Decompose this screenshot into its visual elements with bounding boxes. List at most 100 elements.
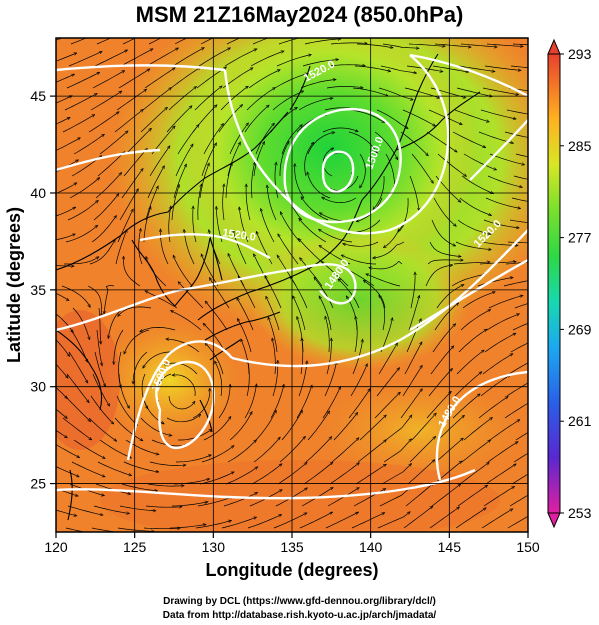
- streamline: [338, 279, 360, 309]
- streamline: [142, 88, 171, 111]
- streamline: [486, 43, 523, 46]
- streamline: [275, 162, 279, 199]
- streamline: [369, 260, 403, 269]
- streamline: [515, 153, 528, 158]
- streamline: [254, 254, 271, 287]
- streamline: [193, 206, 197, 243]
- y-tick-label: 40: [30, 185, 46, 201]
- streamline: [114, 110, 143, 133]
- streamline: [456, 87, 492, 96]
- streamline: [373, 241, 405, 258]
- height-contours: [56, 53, 528, 500]
- streamline: [383, 439, 411, 463]
- streamline: [453, 262, 490, 265]
- streamline: [378, 343, 397, 375]
- streamline: [160, 229, 169, 265]
- colorbar-label: 253: [568, 505, 592, 521]
- streamline: [251, 162, 255, 199]
- streamline: [118, 373, 129, 408]
- streamline: [251, 464, 282, 485]
- streamline: [510, 342, 528, 353]
- colorbar-scale: [547, 53, 561, 514]
- streamline: [458, 65, 495, 72]
- streamline: [125, 128, 151, 155]
- streamline: [452, 394, 480, 419]
- streamline: [477, 277, 513, 287]
- streamline: [118, 306, 152, 316]
- streamline: [56, 118, 70, 125]
- streamline: [124, 329, 150, 354]
- streamline: [203, 417, 231, 441]
- streamline: [508, 362, 528, 375]
- streamline: [201, 446, 234, 463]
- streamline: [166, 339, 200, 353]
- streamline: [197, 497, 233, 507]
- streamline: [331, 438, 359, 463]
- streamline: [436, 285, 464, 309]
- streamline: [149, 461, 186, 466]
- streamline: [91, 216, 116, 243]
- streamline: [226, 38, 241, 45]
- streamline: [513, 452, 528, 463]
- streamline: [238, 276, 256, 309]
- streamline: [304, 142, 314, 177]
- streamline: [145, 186, 158, 221]
- streamline: [488, 296, 523, 309]
- streamline: [377, 512, 410, 529]
- y-tick-label: 25: [30, 476, 46, 492]
- streamline: [426, 131, 457, 152]
- x-tick-label: 150: [516, 539, 540, 555]
- streamline: [300, 258, 323, 287]
- streamline: [94, 351, 105, 387]
- streamline: [437, 415, 464, 441]
- streamline: [433, 461, 462, 485]
- streamline: [108, 307, 126, 338]
- streamline: [225, 467, 258, 485]
- streamline: [143, 528, 180, 529]
- streamline: [205, 301, 228, 331]
- streamline: [56, 466, 79, 477]
- x-tick-label: 135: [280, 539, 304, 555]
- streamline: [270, 385, 284, 419]
- streamline: [374, 392, 400, 419]
- streamline: [454, 109, 489, 122]
- streamline: [451, 274, 486, 287]
- colorbar-label: 285: [568, 138, 592, 154]
- streamline: [314, 277, 334, 309]
- streamline: [507, 241, 528, 244]
- streamline: [350, 109, 385, 122]
- streamline: [454, 372, 482, 397]
- streamline: [411, 413, 436, 441]
- streamline: [146, 48, 178, 67]
- streamline: [425, 265, 453, 287]
- streamline: [351, 513, 385, 529]
- streamline: [178, 282, 204, 309]
- streamline: [485, 197, 520, 208]
- streamline: [324, 362, 337, 397]
- streamline: [429, 241, 461, 257]
- streamline: [482, 87, 518, 95]
- streamline: [215, 361, 223, 397]
- streamline: [223, 184, 224, 221]
- streamline: [512, 43, 528, 46]
- streamline: [330, 43, 367, 44]
- streamline: [192, 389, 210, 419]
- streamline: [405, 483, 434, 507]
- streamline: [432, 324, 456, 353]
- streamline: [70, 38, 88, 45]
- map-title: MSM 21Z16May2024 (850.0hPa): [135, 2, 464, 27]
- streamline: [452, 131, 486, 148]
- streamline: [278, 234, 299, 265]
- streamline: [123, 257, 141, 287]
- streamline: [515, 432, 528, 441]
- streamline: [115, 230, 127, 265]
- streamline: [56, 292, 69, 301]
- streamline: [56, 339, 70, 356]
- streamline: [95, 173, 122, 199]
- streamline: [322, 387, 341, 419]
- streamline: [426, 391, 451, 419]
- streamline: [504, 402, 528, 419]
- credit-drawing: Drawing by DCL (https://www.gfd-dennou.o…: [163, 596, 436, 607]
- streamline: [66, 373, 89, 403]
